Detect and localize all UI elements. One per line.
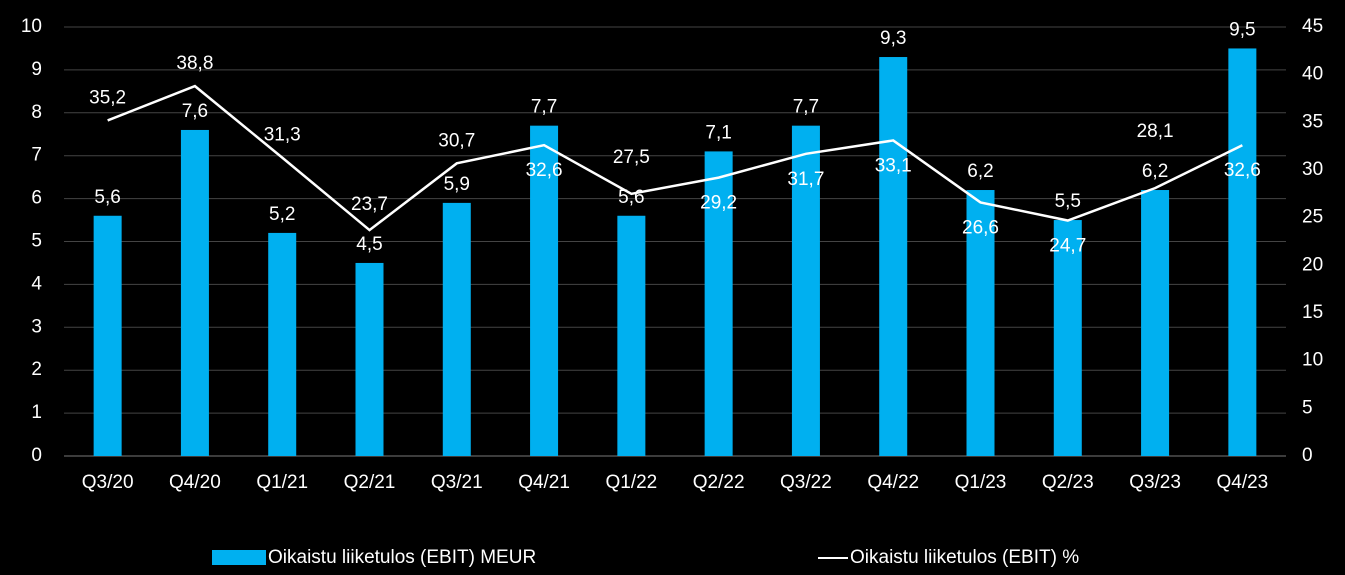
y-tick-label: 1 [31,402,42,423]
line-value-label: 23,7 [351,194,388,215]
line-value-label: 30,7 [438,130,475,151]
line-value-label: 31,3 [264,125,301,146]
bar-value-label: 6,2 [1142,161,1168,182]
bar [966,190,995,456]
bar [355,262,384,456]
bar [791,125,820,457]
bar [442,202,471,456]
y2-tick-label: 5 [1302,397,1313,418]
x-tick-label: Q2/23 [1042,472,1094,493]
line-value-label: 32,6 [526,160,563,181]
x-tick-label: Q1/23 [955,472,1007,493]
y-tick-label: 5 [31,231,42,252]
line-value-label: 27,5 [613,147,650,168]
x-tick-label: Q1/21 [256,472,308,493]
bar-value-label: 6,2 [967,161,993,182]
bar [180,129,209,456]
bar-value-label: 7,1 [705,122,731,143]
x-tick-label: Q3/21 [431,472,483,493]
x-tick-label: Q4/23 [1216,472,1268,493]
y-tick-label: 6 [31,188,42,209]
bar-value-label: 4,5 [356,234,382,255]
bar [1141,190,1170,456]
bar [617,215,646,456]
bar [1228,48,1257,456]
bar [268,232,297,456]
line-value-label: 33,1 [875,155,912,176]
line-value-label: 29,2 [700,193,737,214]
bar-value-label: 7,7 [531,97,557,118]
x-tick-label: Q4/20 [169,472,221,493]
y-tick-label: 2 [31,359,42,380]
x-tick-label: Q3/22 [780,472,832,493]
bar-value-label: 7,6 [182,101,208,122]
bar-value-label: 9,5 [1229,19,1255,40]
legend-label: Oikaistu liiketulos (EBIT) MEUR [268,547,536,568]
y2-tick-label: 20 [1302,254,1323,275]
bar-value-label: 5,5 [1055,191,1081,212]
line-value-label: 31,7 [787,169,824,190]
x-tick-label: Q3/23 [1129,472,1181,493]
y-tick-label: 7 [31,145,42,166]
line [107,84,1243,232]
x-tick-label: Q3/20 [82,472,134,493]
x-tick-label: Q1/22 [605,472,657,493]
y2-tick-label: 35 [1302,111,1323,132]
line-value-label: 28,1 [1137,121,1174,142]
bar [530,125,559,457]
line-value-label: 26,6 [962,217,999,238]
bar [93,215,122,456]
line-value-label: 38,8 [176,53,213,74]
x-tick-label: Q2/21 [344,472,396,493]
bar [1053,220,1082,456]
y-tick-label: 8 [31,102,42,123]
y2-tick-label: 10 [1302,350,1323,371]
y2-tick-label: 0 [1302,445,1313,466]
bar-value-label: 5,6 [94,187,120,208]
bar-value-label: 5,2 [269,204,295,225]
x-tick-label: Q2/22 [693,472,745,493]
bar-value-label: 5,9 [444,174,470,195]
y2-tick-label: 25 [1302,207,1323,228]
x-tick-label: Q4/21 [518,472,570,493]
bar [879,57,908,456]
bar-value-label: 7,7 [793,97,819,118]
bar-value-label: 9,3 [880,28,906,49]
y-tick-label: 3 [31,316,42,337]
y-tick-label: 9 [31,59,42,80]
bar [704,151,733,456]
legend-label: Oikaistu liiketulos (EBIT) % [850,547,1079,568]
line-value-label: 35,2 [89,87,126,108]
bar-value-label: 5,6 [618,187,644,208]
line-value-label: 32,6 [1224,160,1261,181]
y2-tick-label: 30 [1302,159,1323,180]
legend-swatch [212,550,266,565]
x-tick-label: Q4/22 [867,472,919,493]
y-tick-label: 4 [31,273,42,294]
y2-tick-label: 40 [1302,64,1323,85]
y2-tick-label: 15 [1302,302,1323,323]
line-value-label: 24,7 [1049,236,1086,257]
y-tick-label: 10 [21,16,42,37]
y-tick-label: 0 [31,445,42,466]
y2-tick-label: 45 [1302,16,1323,37]
